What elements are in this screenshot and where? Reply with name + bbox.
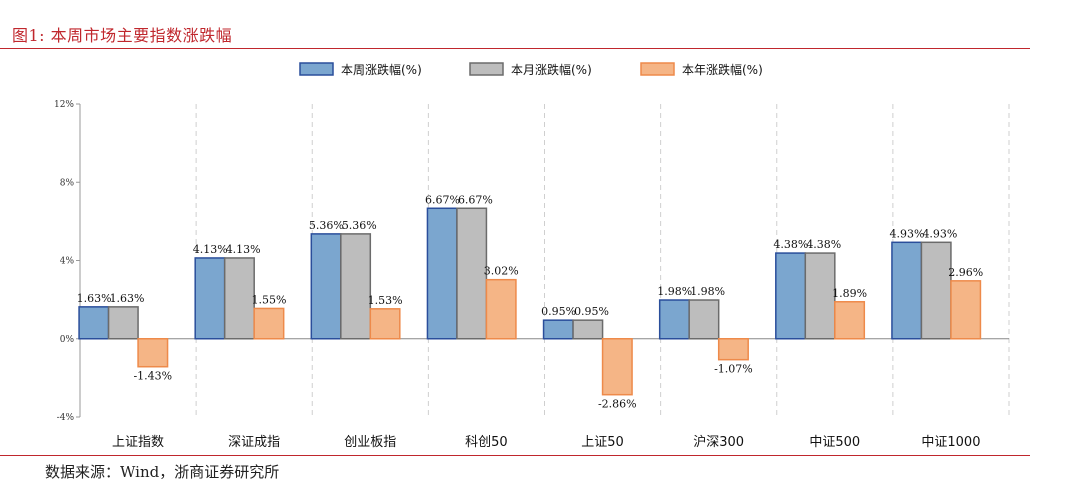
source-note: 数据来源：Wind，浙商证券研究所 (45, 463, 280, 481)
data-label: 4.38% (806, 238, 841, 251)
data-label: 0.95% (541, 305, 576, 318)
y-tick-label: 0% (60, 335, 75, 345)
x-tick-label: 上证50 (581, 435, 624, 450)
bar (340, 233, 372, 340)
legend-swatch (299, 62, 334, 76)
bottom-rule (0, 455, 1030, 456)
data-label: 2.96% (948, 266, 983, 279)
bar (601, 338, 633, 396)
data-label: 4.13% (193, 243, 228, 256)
x-tick-label: 中证1000 (921, 435, 980, 450)
legend-swatch (640, 62, 675, 76)
data-label: 3.02% (484, 265, 519, 278)
data-label: 4.93% (889, 227, 924, 240)
x-tick-label: 深证成指 (228, 435, 280, 450)
data-label: 1.98% (657, 285, 692, 298)
bar (456, 207, 488, 340)
bar (950, 280, 982, 340)
x-tick-label: 创业板指 (344, 435, 396, 450)
data-label: 0.95% (574, 305, 609, 318)
legend-label: 本年涨跌幅(%) (682, 62, 763, 77)
data-label: 1.63% (110, 292, 145, 305)
bar (834, 301, 866, 340)
data-label: -2.86% (598, 398, 637, 411)
bar (194, 257, 226, 340)
bar (485, 278, 517, 340)
data-label: 5.36% (309, 219, 344, 232)
bar (572, 319, 604, 340)
top-rule (0, 48, 1030, 49)
bar (804, 252, 836, 340)
legend-label: 本周涨跌幅(%) (341, 62, 422, 77)
x-tick-label: 中证500 (809, 435, 860, 450)
bar (717, 338, 749, 361)
legend-label: 本月涨跌幅(%) (511, 62, 592, 77)
y-tick-label: -4% (57, 413, 75, 423)
bar (658, 299, 690, 340)
bar (542, 319, 574, 340)
data-label: 5.36% (342, 219, 377, 232)
data-label: -1.07% (714, 363, 753, 376)
data-label: 6.67% (425, 193, 460, 206)
x-tick-label: 沪深300 (693, 434, 744, 450)
data-label: 6.67% (458, 193, 493, 206)
bar (253, 307, 285, 340)
data-label: 4.38% (773, 238, 808, 251)
data-label: 1.98% (690, 285, 725, 298)
bar (107, 306, 139, 340)
bar (78, 306, 110, 340)
bar (920, 241, 952, 340)
bar (223, 257, 255, 340)
bar (426, 207, 458, 340)
data-label: 1.89% (832, 287, 867, 300)
bar (310, 233, 342, 340)
bar (775, 252, 807, 340)
legend-swatch (469, 62, 504, 76)
x-tick-label: 上证指数 (112, 435, 164, 450)
data-label: 1.53% (368, 294, 403, 307)
data-label: -1.43% (133, 370, 172, 383)
data-label: 4.93% (922, 227, 957, 240)
y-tick-label: 8% (60, 178, 75, 188)
bar (137, 338, 169, 368)
data-label: 1.55% (251, 293, 286, 306)
y-tick-label: 12% (54, 100, 74, 110)
x-tick-label: 科创50 (465, 435, 508, 450)
data-label: 4.13% (226, 243, 261, 256)
y-tick-label: 4% (60, 257, 75, 267)
bar (369, 308, 401, 340)
bar (891, 241, 923, 340)
bar-chart: -4% 0% 4% 8% 12% 1.63% 4.13% 5.36% 6.67% 0.95% 1.9… (54, 62, 1010, 450)
figure-title: 图1: 本周市场主要指数涨跌幅 (12, 26, 233, 45)
bar (688, 299, 720, 340)
data-label: 1.63% (77, 292, 112, 305)
